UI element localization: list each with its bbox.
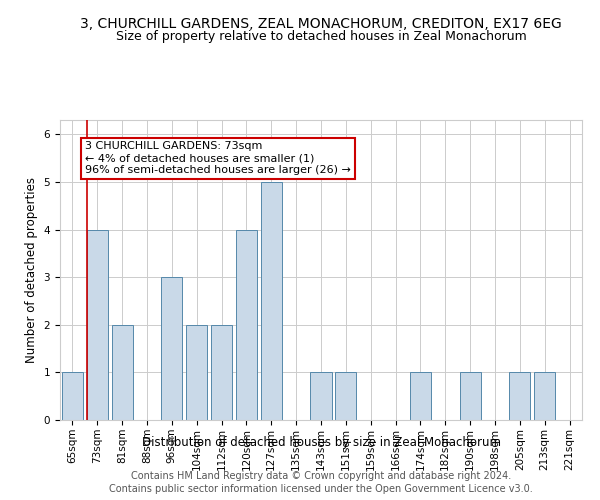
Text: 3 CHURCHILL GARDENS: 73sqm
← 4% of detached houses are smaller (1)
96% of semi-d: 3 CHURCHILL GARDENS: 73sqm ← 4% of detac… (85, 142, 351, 174)
Bar (186, 325, 207, 420)
Text: Contains public sector information licensed under the Open Government Licence v3: Contains public sector information licen… (109, 484, 533, 494)
Bar (310, 372, 332, 420)
Text: 3, CHURCHILL GARDENS, ZEAL MONACHORUM, CREDITON, EX17 6EG: 3, CHURCHILL GARDENS, ZEAL MONACHORUM, C… (80, 18, 562, 32)
Bar (161, 277, 182, 420)
Bar (509, 372, 530, 420)
Y-axis label: Number of detached properties: Number of detached properties (25, 177, 38, 363)
Bar (112, 325, 133, 420)
Bar (335, 372, 356, 420)
Bar (211, 325, 232, 420)
Bar (460, 372, 481, 420)
Text: Contains HM Land Registry data © Crown copyright and database right 2024.: Contains HM Land Registry data © Crown c… (131, 471, 511, 481)
Bar (261, 182, 282, 420)
Text: Size of property relative to detached houses in Zeal Monachorum: Size of property relative to detached ho… (116, 30, 526, 43)
Bar (87, 230, 108, 420)
Bar (236, 230, 257, 420)
Bar (410, 372, 431, 420)
Bar (62, 372, 83, 420)
Bar (534, 372, 555, 420)
Text: Distribution of detached houses by size in Zeal Monachorum: Distribution of detached houses by size … (142, 436, 500, 449)
